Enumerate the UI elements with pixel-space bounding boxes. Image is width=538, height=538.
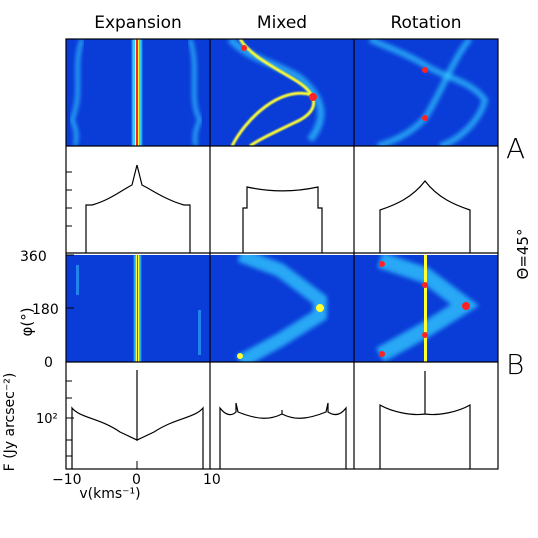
row-a-profile-rotation (354, 146, 498, 253)
row-b-profile-expansion (66, 362, 210, 469)
column-title-mixed: Mixed (257, 13, 307, 33)
map-trace-cyan (188, 39, 203, 146)
tick-marks (65, 171, 211, 469)
profile-line (219, 402, 347, 469)
flux-tick-label: 10² (36, 412, 58, 427)
map-peak-red (422, 67, 428, 73)
map-trace-yellow (230, 91, 313, 146)
map-trace-cyan (227, 39, 325, 143)
map-edge-cyan (198, 310, 201, 355)
map-peak-red (309, 93, 317, 101)
map-peak-yellow (237, 353, 243, 359)
profile-line (242, 186, 323, 253)
row-b-profile-rotation (354, 362, 498, 469)
v-tick-zero: 0 (132, 472, 141, 488)
map-edge-cyan (76, 265, 79, 295)
row-a-profile-mixed (210, 146, 354, 253)
map-trace-cyan (368, 39, 489, 146)
map-peak-red (422, 282, 428, 288)
phi-tick-0: 0 (44, 355, 53, 371)
map-core-yellow (424, 255, 427, 362)
theta-label: Θ=45° (514, 229, 532, 280)
flux-axis-label: F (Jy arcsec⁻²) (2, 373, 18, 472)
phi-tick-360: 360 (20, 249, 47, 265)
row-a-map-mixed (210, 39, 354, 146)
row-label-a: A (506, 132, 525, 165)
map-peak-yellow (316, 304, 324, 312)
profile-line (379, 371, 471, 469)
row-b-profile-mixed (210, 362, 354, 469)
v-axis-label: v(kms⁻¹) (79, 486, 140, 502)
phi-axis-label: φ(°) (18, 307, 36, 336)
column-title-expansion: Expansion (94, 13, 182, 33)
map-peak-red (422, 332, 428, 338)
v-tick-right: 10 (203, 472, 221, 488)
map-peak-red (241, 45, 247, 51)
map-peak-red (422, 115, 428, 121)
map-core-red (137, 255, 138, 362)
map-peak-red (462, 302, 470, 310)
profile-line (71, 370, 204, 469)
profile-line (85, 164, 191, 253)
map-core-red (136, 39, 138, 146)
row-b-map-expansion (66, 255, 210, 362)
map-peak-red (379, 351, 385, 357)
map-trace-cyan (69, 39, 84, 146)
v-tick-left: −10 (52, 472, 82, 488)
row-b-map-mixed (210, 255, 354, 362)
column-title-rotation: Rotation (390, 13, 461, 33)
row-a-map-expansion (66, 39, 210, 146)
row-a-map-rotation (354, 39, 498, 146)
profile-line (379, 180, 471, 253)
row-a-profile-expansion (66, 146, 210, 253)
panel-grid (65, 38, 499, 470)
row-b-map-rotation (354, 255, 498, 362)
map-peak-red (379, 261, 385, 267)
phi-tick-180: 180 (32, 302, 59, 318)
row-label-b: B (506, 348, 524, 381)
